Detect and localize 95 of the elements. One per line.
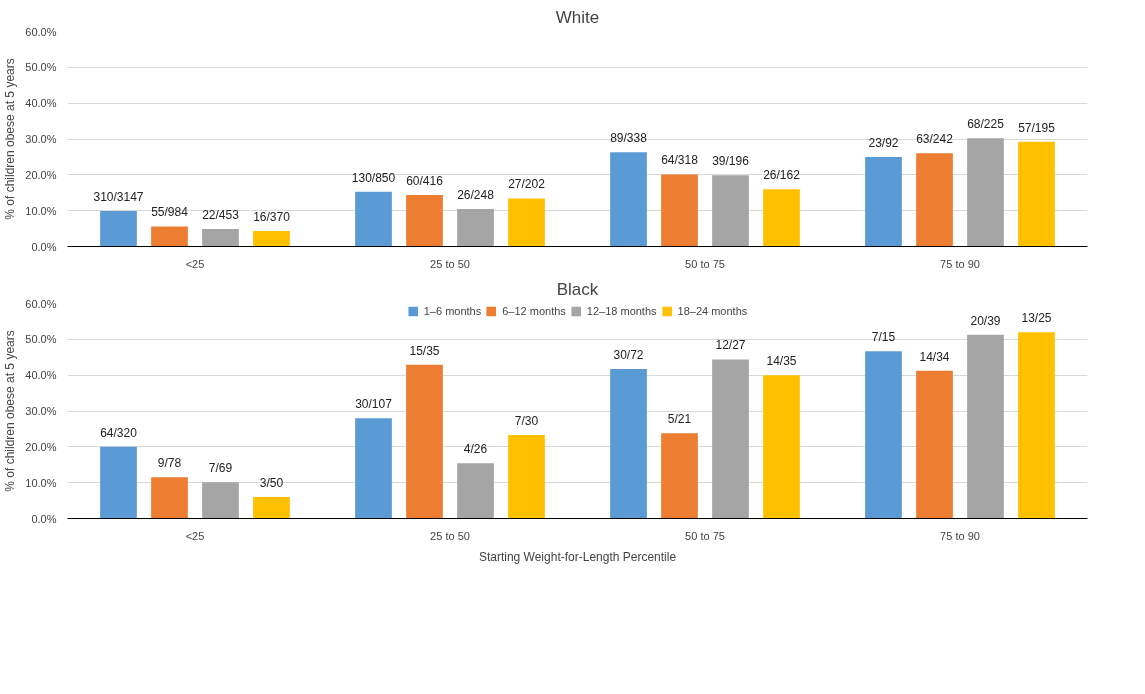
- data-label: 23/92: [868, 135, 899, 150]
- bar: [763, 375, 800, 519]
- bar: [202, 482, 239, 519]
- x-tick-label: 25 to 50: [430, 257, 470, 270]
- data-label: 4/26: [463, 442, 488, 457]
- chart-title: Black: [556, 279, 599, 299]
- bar: [865, 156, 902, 247]
- bar: [967, 138, 1004, 247]
- data-label: 9/78: [157, 456, 182, 471]
- y-tick-label: 10.0%: [25, 476, 57, 489]
- chart-title: White: [555, 7, 600, 27]
- bar: [712, 359, 749, 519]
- bar: [865, 351, 902, 519]
- bar: [508, 198, 545, 247]
- data-label: 5/21: [667, 412, 692, 427]
- bar: [610, 369, 647, 519]
- data-label: 15/35: [409, 343, 440, 358]
- y-tick-label: 50.0%: [25, 333, 57, 346]
- bar: [151, 477, 188, 519]
- data-label: 310/3147: [93, 190, 144, 205]
- bar: [253, 497, 290, 519]
- data-label: 30/72: [613, 348, 644, 363]
- bar: [100, 211, 137, 247]
- data-label: 26/248: [457, 187, 495, 202]
- data-label: 60/416: [406, 173, 444, 188]
- bar: [712, 175, 749, 247]
- data-label: 22/453: [202, 207, 240, 222]
- data-label: 39/196: [712, 154, 750, 169]
- data-label: 14/34: [919, 349, 950, 364]
- bar: [100, 446, 137, 519]
- data-label: 16/370: [253, 210, 291, 225]
- x-tick-label: 75 to 90: [940, 529, 980, 542]
- y-tick-label: 0.0%: [31, 512, 57, 525]
- legend-label: 18–24 months: [677, 305, 748, 317]
- bar: [661, 174, 698, 247]
- y-tick-label: 0.0%: [31, 240, 57, 253]
- legend-label: 1–6 months: [423, 305, 482, 317]
- bar: [457, 208, 494, 247]
- data-label: 7/69: [208, 461, 233, 476]
- bar: [967, 334, 1004, 519]
- bar: [916, 370, 953, 519]
- legend-label: 6–12 months: [502, 305, 566, 317]
- y-tick-label: 30.0%: [25, 405, 57, 417]
- bar: [610, 152, 647, 247]
- data-label: 14/35: [766, 354, 797, 369]
- y-tick-label: 60.0%: [25, 25, 57, 38]
- data-label: 3/50: [259, 476, 284, 490]
- x-tick-label: <25: [185, 257, 205, 270]
- x-tick-label: 25 to 50: [430, 529, 470, 542]
- y-axis-title: % of children obese at 5 years: [3, 58, 18, 220]
- bar: [202, 228, 239, 247]
- data-label: 55/984: [151, 205, 189, 220]
- data-label: 7/30: [514, 414, 539, 429]
- bar: [763, 189, 800, 247]
- data-label: 27/202: [508, 177, 546, 192]
- bar: [151, 226, 188, 247]
- bar: [508, 435, 545, 519]
- y-tick-label: 30.0%: [25, 133, 57, 145]
- bar: [355, 191, 392, 247]
- bar: [1018, 141, 1055, 247]
- bar: [355, 418, 392, 519]
- data-label: 63/242: [916, 132, 954, 147]
- data-label: 57/195: [1018, 120, 1056, 135]
- x-tick-label: 50 to 75: [685, 529, 725, 542]
- bar: [406, 194, 443, 247]
- data-label: 26/162: [763, 168, 801, 183]
- data-label: 30/107: [355, 397, 393, 412]
- bar: [406, 364, 443, 519]
- bar: [253, 231, 290, 247]
- x-tick-label: <25: [185, 529, 205, 542]
- y-tick-label: 10.0%: [25, 204, 57, 217]
- x-tick-label: 50 to 75: [685, 257, 725, 270]
- bar: [457, 463, 494, 519]
- data-label: 7/15: [871, 330, 896, 345]
- bar: [916, 153, 953, 247]
- y-tick-label: 50.0%: [25, 61, 57, 74]
- data-label: 68/225: [967, 117, 1005, 132]
- bar: [1018, 332, 1055, 519]
- data-label: 130/850: [351, 170, 396, 185]
- x-axis-title: Starting Weight-for-Length Percentile: [478, 549, 677, 564]
- y-tick-label: 60.0%: [25, 297, 57, 310]
- data-label: 13/25: [1021, 311, 1052, 326]
- y-tick-label: 40.0%: [25, 97, 57, 110]
- data-label: 12/27: [715, 338, 746, 353]
- data-label: 64/320: [100, 425, 138, 440]
- y-tick-label: 20.0%: [25, 168, 57, 181]
- data-label: 89/338: [610, 131, 648, 146]
- bar: [661, 433, 698, 519]
- x-tick-label: 75 to 90: [940, 257, 980, 270]
- data-label: 20/39: [970, 313, 1001, 328]
- y-tick-label: 20.0%: [25, 440, 57, 453]
- legend-label: 12–18 months: [586, 305, 657, 317]
- y-tick-label: 40.0%: [25, 369, 57, 382]
- data-label: 64/318: [661, 153, 699, 168]
- y-axis-title: % of children obese at 5 years: [3, 330, 18, 492]
